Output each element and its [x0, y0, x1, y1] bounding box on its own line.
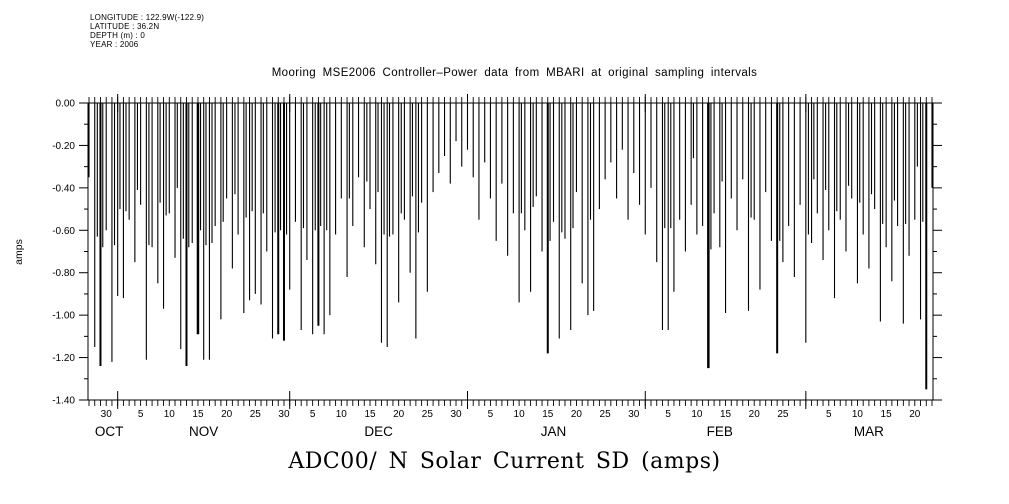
svg-text:FEB: FEB [707, 424, 733, 439]
svg-text:10: 10 [336, 409, 348, 420]
svg-text:10: 10 [691, 409, 703, 420]
svg-text:25: 25 [777, 409, 789, 420]
svg-text:30: 30 [628, 409, 640, 420]
data-spikes [88, 103, 933, 390]
x-axis-day-labels: 30 5 10 15 20 25 30 5 10 15 20 25 30 5 10 15 20 25 30 5 10 15… [101, 409, 921, 420]
bottom-caption: ADC00/ N Solar Current SD (amps) [288, 449, 721, 474]
svg-text:MAR: MAR [854, 424, 884, 439]
svg-text:15: 15 [720, 409, 732, 420]
svg-text:5: 5 [665, 409, 671, 420]
svg-text:5: 5 [488, 409, 494, 420]
y-axis-tick-labels: 0.00 -0.20 -0.40 -0.60 -0.80 -1.00 -1.20 -1.40 [52, 99, 75, 407]
svg-text:-0.20: -0.20 [52, 141, 75, 152]
svg-text:15: 15 [364, 409, 376, 420]
svg-text:20: 20 [909, 409, 921, 420]
svg-text:15: 15 [192, 409, 204, 420]
svg-text:5: 5 [826, 409, 832, 420]
svg-text:-1.40: -1.40 [52, 396, 75, 407]
x-axis-ticks [88, 94, 933, 409]
svg-text:25: 25 [250, 409, 262, 420]
svg-text:25: 25 [600, 409, 612, 420]
x-axis-month-labels: OCT NOV DEC JAN FEB MAR [95, 424, 884, 439]
svg-text:-1.20: -1.20 [52, 353, 75, 364]
svg-text:25: 25 [422, 409, 434, 420]
svg-text:20: 20 [393, 409, 405, 420]
svg-text:20: 20 [221, 409, 233, 420]
svg-text:-1.00: -1.00 [52, 311, 75, 322]
svg-text:20: 20 [571, 409, 583, 420]
svg-text:5: 5 [310, 409, 316, 420]
svg-text:15: 15 [542, 409, 554, 420]
depth-line: DEPTH (m) : 0 [90, 31, 146, 40]
svg-text:10: 10 [852, 409, 864, 420]
svg-text:OCT: OCT [95, 424, 124, 439]
svg-text:15: 15 [881, 409, 893, 420]
svg-text:-0.80: -0.80 [52, 268, 75, 279]
svg-text:0.00: 0.00 [56, 99, 76, 110]
svg-text:-0.60: -0.60 [52, 226, 75, 237]
svg-text:30: 30 [450, 409, 462, 420]
year-line: YEAR : 2006 [90, 40, 139, 49]
svg-text:30: 30 [101, 409, 113, 420]
svg-text:30: 30 [278, 409, 290, 420]
svg-text:DEC: DEC [364, 424, 393, 439]
station-info-block: LONGITUDE : 122.9W(-122.9) LATITUDE : 36… [90, 13, 204, 49]
y-axis-unit-label: amps [13, 239, 25, 265]
svg-text:20: 20 [749, 409, 761, 420]
chart-title: Mooring MSE2006 Controller–Power data fr… [271, 67, 758, 79]
svg-text:10: 10 [164, 409, 176, 420]
svg-text:10: 10 [514, 409, 526, 420]
svg-text:5: 5 [138, 409, 144, 420]
latitude-line: LATITUDE : 36.2N [90, 22, 160, 31]
y-axis-ticks [79, 102, 942, 401]
svg-text:-0.40: -0.40 [52, 183, 75, 194]
svg-text:JAN: JAN [541, 424, 567, 439]
svg-text:NOV: NOV [189, 424, 218, 439]
longitude-line: LONGITUDE : 122.9W(-122.9) [90, 13, 205, 22]
